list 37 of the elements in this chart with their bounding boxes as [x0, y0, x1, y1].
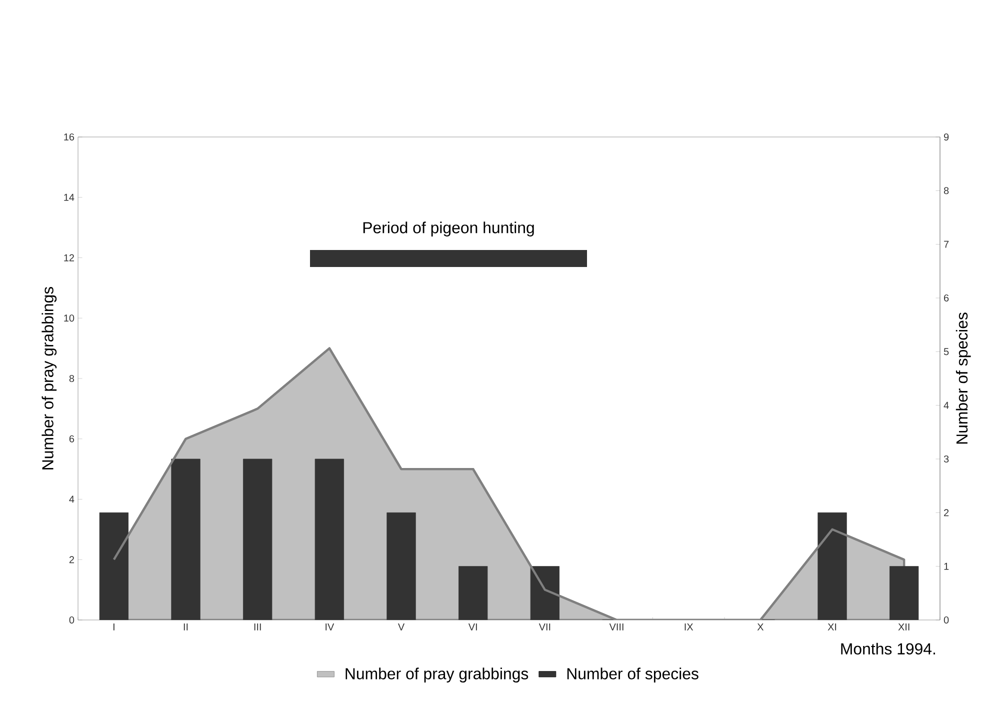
x-tick-label: VII	[538, 624, 550, 630]
y2-tick-label: 6	[944, 294, 949, 302]
y-tick-label: 12	[64, 254, 74, 262]
x-tick-label: II	[184, 624, 188, 630]
y-tick-label: 14	[64, 194, 74, 201]
x-tick-label: III	[254, 624, 261, 630]
y2-tick-label: 4	[944, 402, 949, 409]
x-tick-label: VI	[468, 624, 477, 630]
y2-tick-label: 7	[944, 240, 949, 248]
x-tick-label: XII	[898, 624, 910, 630]
y-tick-label: 8	[69, 374, 74, 382]
y-tick-label: 6	[69, 435, 74, 442]
x-tick-label: IV	[326, 624, 334, 630]
legend-label: Number of pray grabbings	[346, 668, 528, 682]
y2-tick-label: 8	[944, 187, 949, 194]
y-axis-title: Number of pray grabbings	[42, 286, 57, 470]
y2-tick-label: 0	[944, 616, 949, 624]
x-tick-label: IX	[684, 624, 694, 630]
y2-tick-label: 1	[944, 562, 949, 570]
y2-tick-label: 5	[944, 348, 949, 356]
x-tick-label: V	[398, 624, 405, 630]
x-tick-label: I	[113, 624, 114, 630]
y2-tick-label: 9	[944, 133, 949, 141]
y2-axis-title: Number of species	[956, 312, 971, 444]
y-tick-label: 16	[64, 133, 74, 141]
legend-label: Number of species	[567, 668, 698, 682]
y-tick-label: 0	[69, 616, 74, 624]
x-axis-title: Months 1994.	[841, 642, 936, 655]
x-tick-label: XI	[828, 624, 836, 630]
y2-tick-label: 3	[944, 455, 949, 463]
x-tick-label: VIII	[609, 624, 624, 630]
x-tick-label: X	[757, 624, 764, 630]
y-tick-label: 4	[69, 496, 74, 503]
y2-tick-label: 2	[944, 509, 949, 516]
annotation: Period of pigeon hunting	[363, 222, 534, 236]
y-tick-label: 2	[69, 556, 74, 564]
y-tick-label: 10	[64, 314, 74, 322]
